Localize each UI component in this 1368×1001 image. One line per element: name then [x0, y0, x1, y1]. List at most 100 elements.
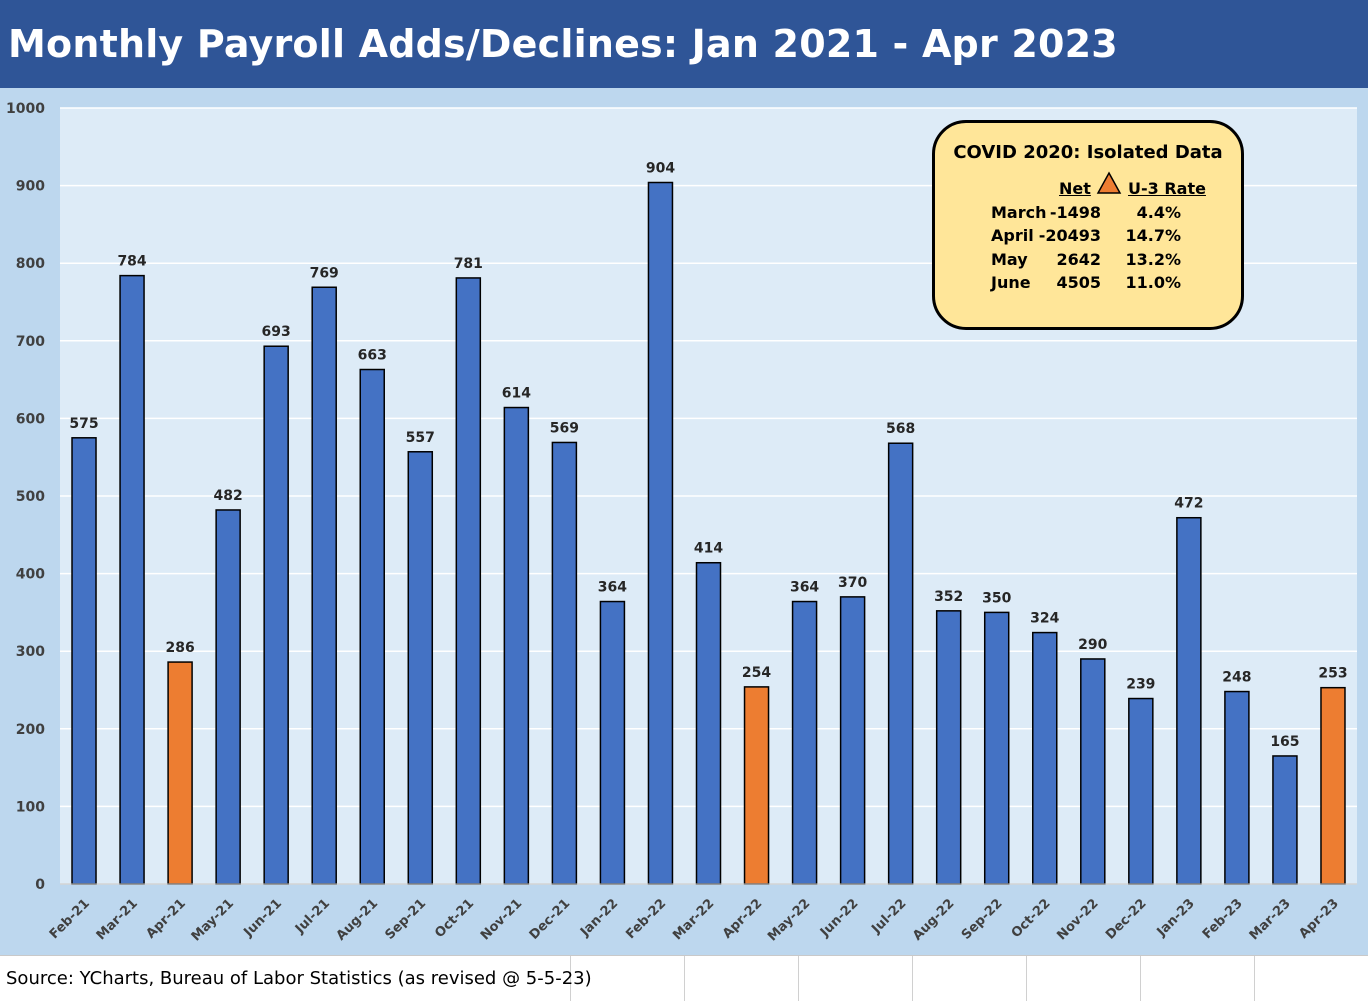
data-label: 614 [502, 386, 531, 402]
x-tick-label: May-22 [765, 896, 813, 944]
data-label: 286 [165, 640, 194, 656]
bar [1272, 755, 1298, 885]
x-tick-label: Oct-22 [1009, 896, 1054, 941]
data-label: 482 [214, 488, 243, 504]
data-label: 784 [117, 254, 146, 270]
x-tick-label: Jun-21 [241, 896, 285, 940]
bar [743, 686, 770, 885]
bar [71, 437, 97, 885]
info-row: April -20493 14.7% [935, 226, 1241, 248]
data-label: 472 [1174, 496, 1203, 512]
bar [839, 596, 866, 885]
info-rate: 13.2% [1125, 250, 1181, 269]
data-label: 693 [262, 324, 291, 340]
data-label: 352 [934, 589, 963, 605]
bar [599, 600, 626, 885]
info-net: 2642 [1056, 250, 1101, 269]
data-label: 569 [550, 420, 579, 436]
data-label: 364 [598, 580, 627, 596]
x-tick-label: Jun-22 [817, 896, 861, 940]
cell-divider [684, 956, 685, 1001]
x-tick-label: Jul-22 [868, 896, 909, 937]
x-tick-label: Sep-22 [959, 896, 1006, 943]
chart-title: Monthly Payroll Adds/Declines: Jan 2021 … [8, 22, 1118, 66]
cell-divider [1026, 956, 1027, 1001]
x-tick-label: Aug-21 [334, 896, 381, 943]
data-label: 557 [406, 430, 435, 446]
orange-triangle-icon [1096, 171, 1122, 194]
data-label: 575 [69, 416, 98, 432]
info-net: -20493 [1038, 226, 1101, 245]
bar [215, 509, 241, 885]
x-tick-label: Nov-21 [478, 896, 525, 943]
data-label: 324 [1030, 611, 1059, 627]
info-month: March [991, 203, 1047, 222]
x-tick-label: Jan-22 [577, 896, 621, 940]
x-tick-label: Apr-21 [143, 896, 188, 941]
y-tick-label: 300 [16, 644, 45, 660]
data-label: 350 [982, 590, 1011, 606]
bar [503, 406, 530, 885]
cell-divider [912, 956, 913, 1001]
bar [1080, 658, 1106, 885]
bar [407, 451, 434, 885]
info-header-net: Net [1059, 179, 1091, 198]
cell-divider [1140, 956, 1141, 1001]
bar [263, 345, 289, 885]
data-label: 253 [1318, 666, 1347, 682]
y-tick-label: 1000 [6, 101, 45, 117]
info-month: April [991, 226, 1034, 245]
bar [695, 561, 722, 885]
cell-divider [1254, 956, 1255, 1001]
x-tick-label: Mar-23 [1247, 896, 1294, 943]
bar [791, 600, 818, 885]
bar [311, 286, 337, 885]
bar [887, 442, 914, 885]
y-tick-label: 800 [16, 256, 45, 272]
data-label: 663 [358, 348, 387, 364]
x-tick-label: Dec-21 [527, 896, 574, 943]
bar [551, 441, 578, 885]
info-box-title: COVID 2020: Isolated Data [953, 142, 1223, 163]
x-tick-label: Dec-22 [1103, 896, 1150, 943]
data-label: 568 [886, 421, 915, 437]
y-tick-label: 500 [16, 489, 45, 505]
info-row: June 4505 11.0% [935, 273, 1241, 295]
bar [1032, 631, 1058, 885]
data-label: 414 [694, 541, 723, 557]
y-tick-label: 100 [16, 799, 45, 815]
x-tick-label: Nov-22 [1054, 896, 1101, 943]
y-tick-label: 900 [16, 179, 45, 195]
x-tick-label: Jan-23 [1154, 896, 1198, 940]
bar [1224, 690, 1250, 885]
info-rate: 4.4% [1136, 203, 1181, 222]
info-month: June [991, 273, 1031, 292]
x-tick-label: Jul-21 [292, 896, 333, 937]
x-tick-label: Apr-22 [720, 896, 765, 941]
data-label: 370 [838, 575, 867, 591]
data-label: 769 [310, 265, 339, 281]
data-label: 290 [1078, 637, 1107, 653]
cell-divider [798, 956, 799, 1001]
info-month: May [991, 250, 1028, 269]
x-tick-label: Feb-23 [1200, 896, 1246, 942]
x-tick-label: May-21 [189, 896, 237, 944]
info-rate: 14.7% [1125, 226, 1181, 245]
bar [119, 274, 145, 885]
x-tick-label: Aug-22 [910, 896, 957, 943]
cell-divider [570, 956, 571, 1001]
x-tick-label: Feb-22 [623, 896, 669, 942]
data-label: 239 [1126, 677, 1155, 693]
bar [1128, 697, 1154, 885]
title-bar: Monthly Payroll Adds/Declines: Jan 2021 … [0, 0, 1368, 88]
y-tick-label: 700 [16, 334, 45, 350]
bar [647, 181, 674, 885]
data-label: 904 [646, 160, 675, 176]
data-label: 254 [742, 665, 771, 681]
y-tick-label: 200 [16, 722, 45, 738]
x-tick-label: Oct-21 [432, 896, 477, 941]
data-label: 165 [1270, 734, 1299, 750]
data-label: 364 [790, 580, 819, 596]
bar [455, 277, 482, 885]
covid-info-box: COVID 2020: Isolated Data Net U-3 Rate M… [932, 120, 1244, 330]
